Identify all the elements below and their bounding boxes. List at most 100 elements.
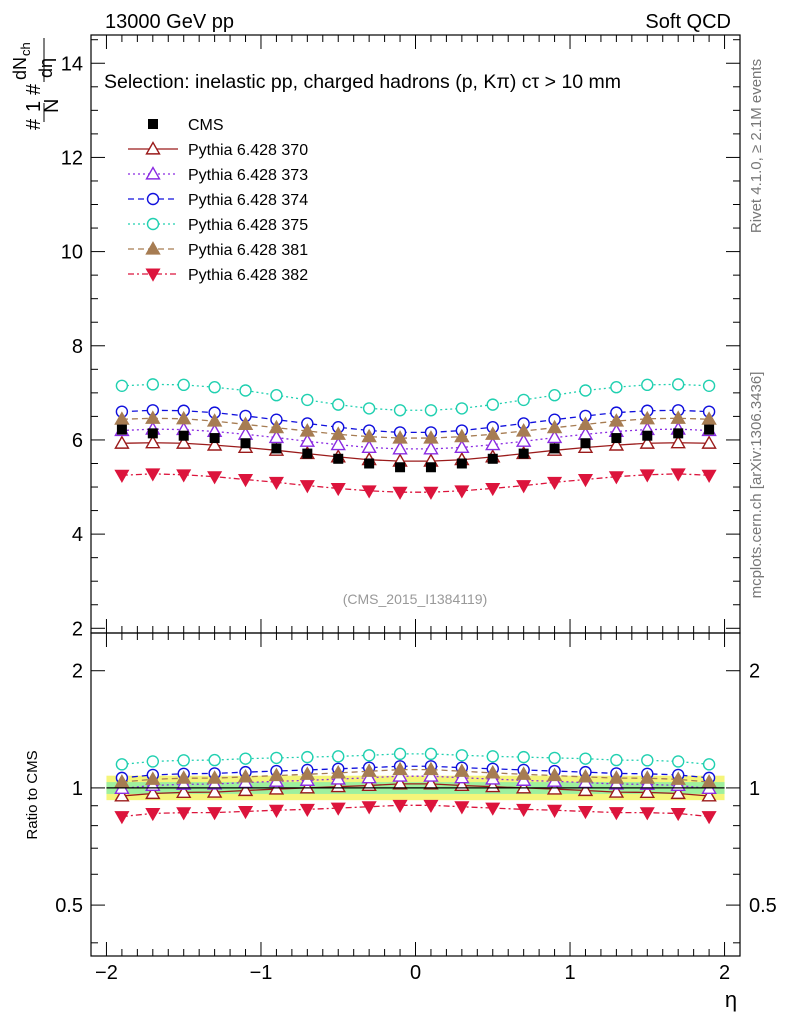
series-5-ratio-point xyxy=(515,766,532,780)
series-6-main xyxy=(114,468,717,500)
main-series-layer xyxy=(114,378,717,500)
series-4-point xyxy=(332,398,345,411)
series-5-ratio-point xyxy=(299,766,316,780)
series-5-ratio-point xyxy=(670,771,686,785)
series-5-ratio-point xyxy=(454,763,470,777)
series-0-point xyxy=(487,453,498,464)
series-2-ratio-point xyxy=(423,768,439,782)
series-4-ratio-point xyxy=(146,755,160,768)
series-1-ratio-point xyxy=(701,788,717,802)
series-4-main xyxy=(115,378,716,417)
y-tick-label: 12 xyxy=(61,147,83,169)
series-6-point xyxy=(454,485,470,499)
series-6-ratio-point xyxy=(237,805,254,820)
series-6-ratio-point xyxy=(547,804,563,818)
series-1-ratio-point xyxy=(206,784,223,798)
series-5-point xyxy=(206,413,223,427)
series-4-ratio xyxy=(115,747,716,771)
series-1-point xyxy=(145,434,161,449)
series-4-ratio-point xyxy=(671,755,685,768)
series-6-point xyxy=(516,480,532,494)
series-1-point xyxy=(701,435,717,449)
y-tick-label: 6 xyxy=(72,430,83,452)
series-1-ratio-point xyxy=(176,784,192,798)
ratio-panel: 0.5 0.5 1 1 2 2 xyxy=(55,632,777,957)
series-5-point xyxy=(546,419,563,434)
legend-marker xyxy=(145,166,161,180)
series-6-line xyxy=(121,473,710,493)
series-0-point xyxy=(333,453,344,464)
series-4-ratio-point xyxy=(301,750,314,764)
series-6-ratio-point xyxy=(207,807,223,821)
series-1-ratio-point xyxy=(577,782,594,797)
series-2-ratio-point xyxy=(392,768,408,782)
series-5-point xyxy=(268,419,285,434)
series-6-ratio-point xyxy=(516,803,532,818)
series-2-point xyxy=(485,436,501,451)
series-4-ratio-point xyxy=(548,751,561,765)
legend-label: Pythia 6.428 374 xyxy=(188,192,308,209)
series-5-point xyxy=(114,411,130,425)
series-4-ratio-point xyxy=(332,750,345,763)
series-5-ratio-point xyxy=(206,770,223,784)
series-4-point xyxy=(424,404,438,417)
series-4-ratio-point xyxy=(115,758,129,771)
series-5-point xyxy=(608,413,625,427)
series-1-point xyxy=(176,435,192,449)
series-4-ratio-point xyxy=(517,750,530,764)
series-5-point xyxy=(330,426,346,440)
legend-marker xyxy=(146,192,160,206)
mcplots-label: mcplots.cern.ch [arXiv:1306.3436] xyxy=(748,372,765,599)
series-4-ratio-point xyxy=(455,749,469,762)
main-y-label-n: N xyxy=(41,99,63,113)
series-1-ratio-point xyxy=(392,775,408,790)
ratio-tick-label-right: 1 xyxy=(749,778,760,800)
legend-entry: Pythia 6.428 381 xyxy=(128,241,308,259)
series-5-ratio-point xyxy=(485,764,501,779)
series-5-ratio-point xyxy=(608,770,625,784)
series-4-point xyxy=(239,384,252,397)
series-5-ratio-point xyxy=(145,771,161,785)
series-6-point xyxy=(114,469,130,483)
x-axis-ticks: −2 −1 0 1 2 xyxy=(90,35,741,984)
series-4-ratio-point xyxy=(177,754,190,767)
legend-label: Pythia 6.428 375 xyxy=(188,217,308,234)
legend-entry: Pythia 6.428 375 xyxy=(128,217,308,234)
series-1-ratio-point xyxy=(237,782,254,797)
series-6-ratio-point xyxy=(639,807,655,821)
ratio-y-label: Ratio to CMS xyxy=(24,750,41,839)
legend-marker xyxy=(148,119,158,129)
series-0-point xyxy=(456,458,467,469)
series-1-point xyxy=(206,437,223,451)
series-2-point xyxy=(515,433,532,447)
series-6-point xyxy=(207,471,223,485)
series-4-point xyxy=(579,384,592,397)
x-tick-label: −1 xyxy=(250,962,273,984)
series-6-ratio-point xyxy=(114,811,130,825)
legend-label: Pythia 6.428 373 xyxy=(188,167,308,184)
x-tick-label: 1 xyxy=(564,962,575,984)
legend-marker xyxy=(145,241,161,255)
series-0-point xyxy=(580,438,591,449)
series-4-ratio-point xyxy=(239,752,252,765)
ratio-tick-label-left: 1 xyxy=(72,778,83,800)
series-0-point xyxy=(549,443,560,454)
series-6-ratio-point xyxy=(670,807,686,822)
series-1-line xyxy=(121,442,710,462)
main-axis-ticks: 2 4 6 8 10 12 14 xyxy=(61,39,740,640)
series-6-point xyxy=(392,486,408,500)
series-6-ratio-point xyxy=(577,805,594,820)
series-5-ratio-point xyxy=(701,774,717,788)
legend-label: Pythia 6.428 370 xyxy=(188,142,308,159)
series-5-point xyxy=(454,428,470,443)
series-4-point xyxy=(641,378,654,392)
series-1-ratio-point xyxy=(639,784,655,798)
series-4-ratio-point xyxy=(270,751,283,765)
series-4-point xyxy=(208,381,221,394)
process-label: Soft QCD xyxy=(645,11,731,33)
series-6-ratio-point xyxy=(176,807,192,821)
series-6-point xyxy=(423,486,439,500)
series-2-point xyxy=(423,440,439,455)
legend-entry: Pythia 6.428 373 xyxy=(128,166,308,184)
series-6-point xyxy=(639,469,655,483)
